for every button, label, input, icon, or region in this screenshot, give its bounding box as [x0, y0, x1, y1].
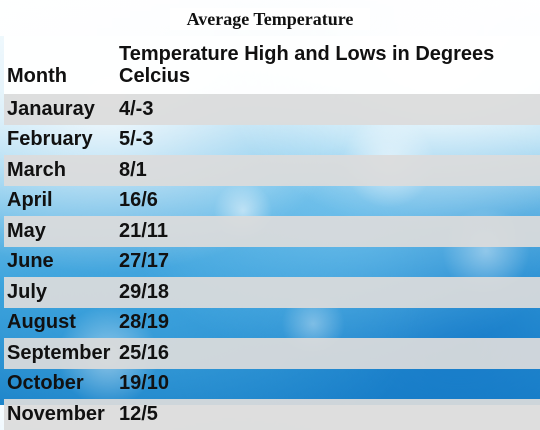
- table-row: May 21/11: [4, 216, 540, 247]
- table-row: Janauray 4/-3: [4, 94, 540, 125]
- month-cell: Janauray: [7, 97, 95, 120]
- temperature-column-header: Temperature High and Lows in Degrees Cel…: [119, 43, 495, 87]
- table-row: November 12/5: [4, 399, 540, 430]
- month-cell: April: [7, 189, 53, 212]
- month-cell: May: [7, 219, 46, 242]
- table-row: October 19/10: [4, 369, 540, 400]
- temperature-cell: 5/-3: [119, 128, 154, 151]
- month-cell: July: [7, 280, 48, 303]
- temperature-cell: 28/19: [119, 311, 170, 334]
- temperature-cell: 16/6: [119, 189, 158, 212]
- table-row: August 28/19: [4, 308, 540, 339]
- temperature-cell: 29/18: [119, 280, 170, 303]
- page-title: Average Temperature: [170, 8, 370, 30]
- table-row: September 25/16: [4, 338, 540, 369]
- month-cell: September: [7, 341, 111, 364]
- table-header-row: Month Temperature High and Lows in Degre…: [4, 36, 540, 94]
- temperature-cell: 8/1: [119, 158, 147, 181]
- table-row: February 5/-3: [4, 125, 540, 156]
- month-cell: August: [7, 311, 76, 334]
- month-cell: February: [7, 128, 93, 151]
- month-cell: March: [7, 158, 66, 181]
- table-row: July 29/18: [4, 277, 540, 308]
- table-row: June 27/17: [4, 247, 540, 278]
- temperature-cell: 27/17: [119, 250, 170, 273]
- month-cell: June: [7, 250, 54, 273]
- month-cell: October: [7, 372, 84, 395]
- temperature-cell: 12/5: [119, 402, 158, 425]
- temperature-cell: 25/16: [119, 341, 170, 364]
- temperature-cell: 4/-3: [119, 97, 154, 120]
- temperature-table: Month Temperature High and Lows in Degre…: [4, 36, 540, 430]
- temperature-cell: 21/11: [119, 219, 168, 242]
- month-column-header: Month: [7, 65, 67, 87]
- temperature-cell: 19/10: [119, 372, 170, 395]
- table-row: April 16/6: [4, 186, 540, 217]
- month-cell: November: [7, 402, 105, 425]
- table-row: March 8/1: [4, 155, 540, 186]
